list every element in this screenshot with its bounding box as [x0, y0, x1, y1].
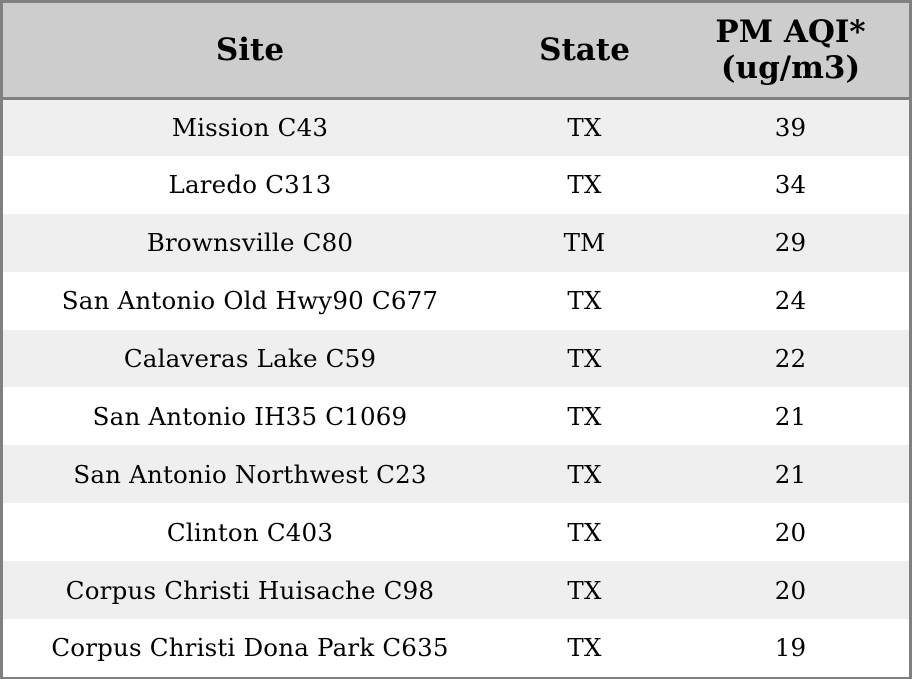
cell-aqi: 21 — [774, 459, 807, 489]
cell-state: TX — [567, 459, 602, 489]
cell-aqi: 22 — [774, 344, 807, 373]
cell-aqi: 39 — [774, 113, 807, 143]
cell-state: TX — [567, 517, 602, 547]
cell-state: TX — [567, 633, 602, 663]
table-row: Corpus Christi Huisache C98 TX 20 — [3, 561, 909, 620]
cell-state: TX — [567, 113, 602, 143]
cell-site: San Antonio IH35 C1069 — [92, 401, 408, 431]
cell-site: Clinton C403 — [166, 517, 334, 547]
cell-site: Laredo C313 — [168, 170, 332, 200]
cell-site: Corpus Christi Dona Park C635 — [51, 633, 449, 663]
header-pm-aqi-line2: (ug/m3) — [720, 49, 861, 86]
pm-aqi-table: Site State PM AQI* (ug/m3) Mission C43 T… — [3, 3, 909, 677]
cell-aqi: 34 — [774, 170, 807, 200]
cell-aqi: 19 — [774, 633, 807, 663]
cell-aqi: 20 — [774, 517, 807, 547]
cell-aqi: 24 — [774, 286, 807, 316]
table-body: Mission C43 TX 39 Laredo C313 TX 34 Brow… — [3, 98, 909, 677]
header-site: Site — [3, 3, 497, 100]
cell-state: TX — [567, 575, 602, 605]
cell-state: TX — [567, 401, 602, 431]
table-row: San Antonio Northwest C23 TX 21 — [3, 445, 909, 504]
table-row: Laredo C313 TX 34 — [3, 155, 909, 214]
cell-site: Corpus Christi Huisache C98 — [65, 575, 435, 605]
table-row: Calaveras Lake C59 TX 22 — [3, 329, 909, 388]
table-row: Mission C43 TX 39 — [3, 98, 909, 156]
header-pm-aqi-line1: PM AQI* — [715, 13, 866, 50]
cell-site: San Antonio Northwest C23 — [73, 459, 427, 489]
table-row: Brownsville C80 TM 29 — [3, 213, 909, 272]
cell-state: TX — [567, 286, 602, 316]
cell-site: San Antonio Old Hwy90 C677 — [61, 286, 439, 316]
table-row: Corpus Christi Dona Park C635 TX 19 — [3, 619, 909, 677]
cell-site: Mission C43 — [171, 113, 329, 143]
cell-aqi: 21 — [774, 401, 807, 431]
cell-state: TM — [563, 228, 606, 258]
cell-site: Brownsville C80 — [146, 228, 354, 258]
table-header: Site State PM AQI* (ug/m3) — [3, 3, 909, 100]
cell-site: Calaveras Lake C59 — [123, 344, 377, 373]
table-row: San Antonio IH35 C1069 TX 21 — [3, 387, 909, 446]
cell-state: TX — [567, 170, 602, 200]
table-row: San Antonio Old Hwy90 C677 TX 24 — [3, 271, 909, 330]
cell-aqi: 29 — [774, 228, 807, 258]
header-pm-aqi: PM AQI* (ug/m3) — [672, 3, 909, 100]
header-state: State — [497, 3, 672, 100]
cell-aqi: 20 — [774, 575, 807, 605]
cell-state: TX — [567, 344, 602, 373]
table-row: Clinton C403 TX 20 — [3, 503, 909, 562]
header-row: Site State PM AQI* (ug/m3) — [3, 3, 909, 100]
